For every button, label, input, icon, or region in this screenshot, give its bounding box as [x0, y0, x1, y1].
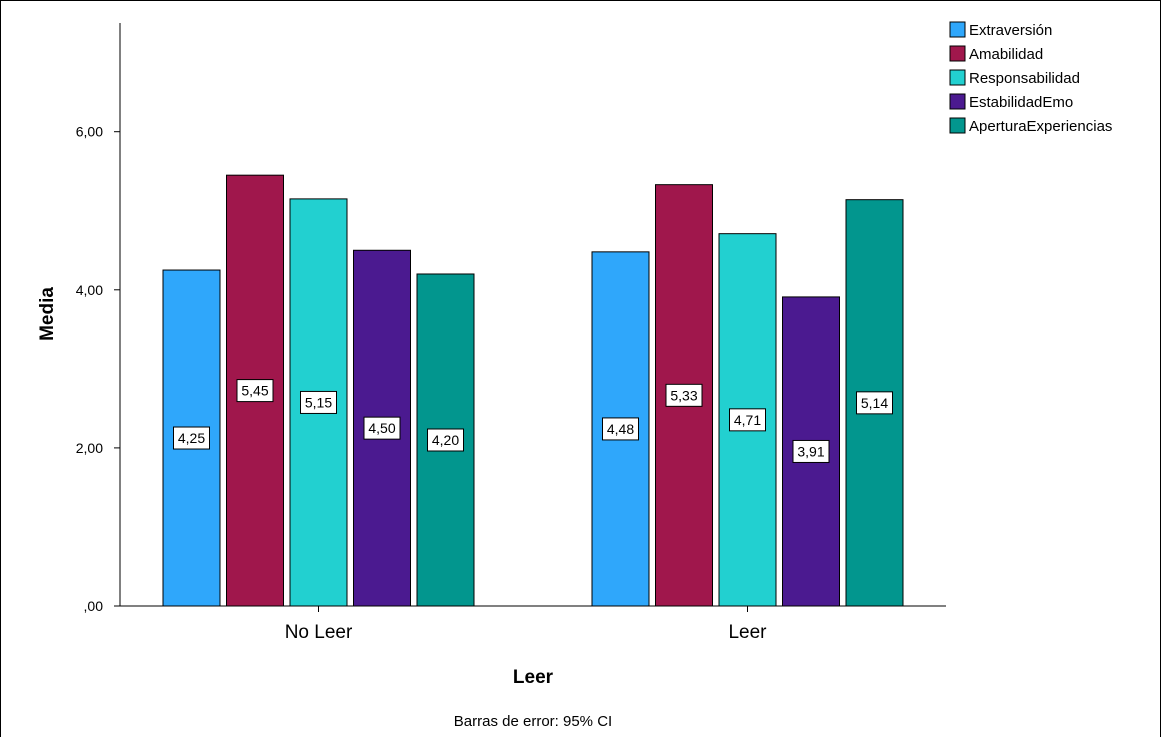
legend-swatch — [950, 118, 965, 133]
bars — [163, 175, 903, 606]
data-label: 5,33 — [670, 387, 697, 403]
legend-label: EstabilidadEmo — [969, 94, 1073, 111]
x-ticks: No Leer Leer — [285, 606, 767, 643]
data-label: 5,14 — [861, 395, 888, 411]
data-label: 4,20 — [432, 432, 459, 448]
legend-swatch — [950, 46, 965, 61]
legend: Extraversión Amabilidad Responsabilidad Est… — [950, 22, 1112, 135]
x-tick-label: No Leer — [285, 622, 353, 643]
data-label: 4,71 — [734, 412, 761, 428]
y-tick-label: 6,00 — [76, 124, 103, 140]
legend-swatch — [950, 94, 965, 109]
data-label: 5,15 — [305, 394, 332, 410]
y-axis-title: Media — [37, 287, 58, 341]
y-tick-label: 4,00 — [76, 282, 103, 298]
legend-label: AperturaExperiencias — [969, 118, 1112, 135]
legend-swatch — [950, 22, 965, 37]
data-label: 4,48 — [607, 421, 634, 437]
y-ticks: ,00 2,00 4,00 6,00 — [76, 124, 120, 614]
data-label: 5,45 — [241, 383, 268, 399]
y-tick-label: 2,00 — [76, 440, 103, 456]
error-bar-note: Barras de error: 95% CI — [454, 713, 612, 730]
y-tick-label: ,00 — [84, 598, 104, 614]
legend-label: Extraversión — [969, 22, 1052, 39]
data-label: 4,25 — [178, 430, 205, 446]
legend-label: Amabilidad — [969, 46, 1043, 63]
x-axis-title: Leer — [513, 667, 554, 688]
legend-swatch — [950, 70, 965, 85]
data-label: 4,50 — [368, 420, 395, 436]
legend-label: Responsabilidad — [969, 70, 1080, 87]
data-label: 3,91 — [797, 443, 824, 459]
x-tick-label: Leer — [728, 622, 767, 643]
